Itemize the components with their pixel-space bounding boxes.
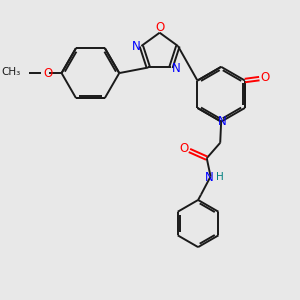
Text: O: O [179,142,189,155]
Text: O: O [260,71,269,84]
Text: N: N [205,171,214,184]
Text: O: O [155,21,164,34]
Text: CH₃: CH₃ [1,67,20,77]
Text: N: N [218,115,226,128]
Text: N: N [132,40,140,53]
Text: O: O [43,67,52,80]
Text: N: N [172,62,181,75]
Text: H: H [216,172,224,182]
